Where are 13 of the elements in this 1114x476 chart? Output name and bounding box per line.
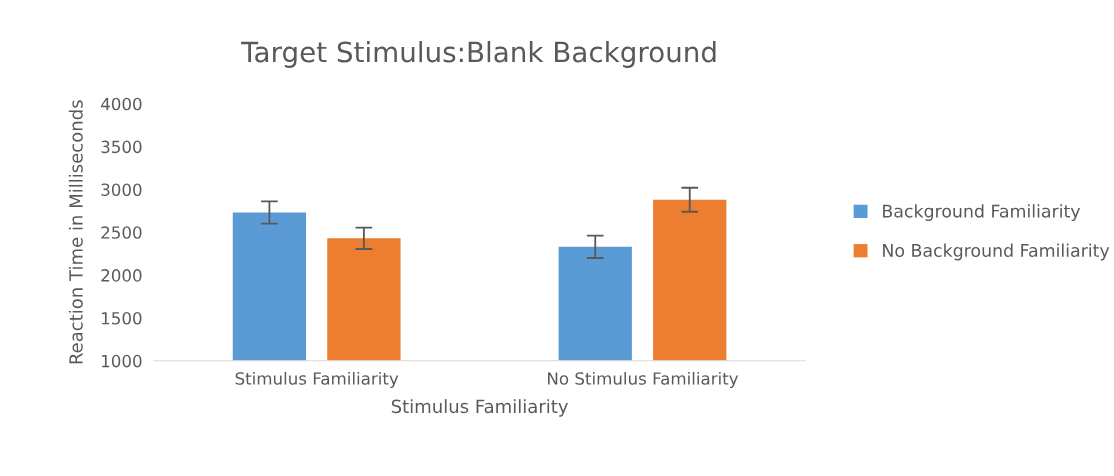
legend-label: No Background Familiarity [883, 243, 1110, 261]
y-tick-label: 3500 [101, 140, 142, 154]
y-tick-label: 3000 [101, 183, 142, 197]
y-axis-title: Reaction Time in Milliseconds [68, 100, 83, 364]
y-tick-label: 2500 [101, 226, 142, 239]
legend-label: Background Familiarity [883, 204, 1081, 221]
chart-title: Target Stimulus:Blank Background [241, 40, 716, 68]
x-tick-label: No Stimulus Familiarity [548, 371, 739, 389]
x-axis-title: Stimulus Familiarity [391, 399, 568, 417]
y-tick-label: 1500 [102, 311, 142, 325]
y-tick-label: 4000 [101, 97, 142, 111]
y-tick-label: 2000 [101, 269, 142, 282]
y-tick-label: 1000 [102, 354, 142, 368]
